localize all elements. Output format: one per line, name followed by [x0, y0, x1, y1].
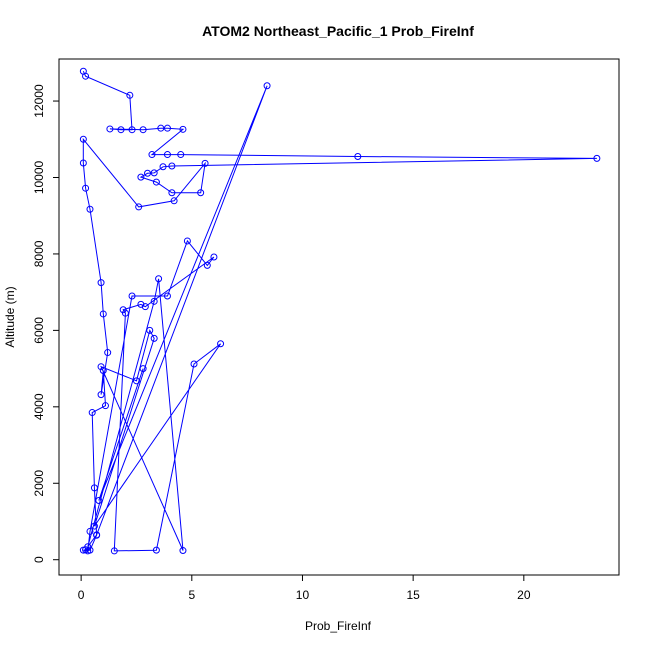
x-tick-label: 10	[296, 588, 310, 602]
data-point	[179, 125, 187, 133]
data-point	[88, 409, 96, 417]
data-point	[150, 169, 158, 177]
data-point	[110, 547, 118, 555]
data-point	[128, 126, 136, 134]
data-point	[152, 178, 160, 186]
y-axis-label: Altitude (m)	[3, 286, 17, 347]
data-point	[157, 124, 165, 132]
y-tick-label: 12000	[32, 84, 46, 118]
data-point	[132, 377, 140, 385]
data-point	[86, 205, 94, 213]
data-point	[97, 363, 105, 371]
data-point	[183, 237, 191, 245]
data-point	[106, 125, 114, 133]
y-axis: 0 2000 4000 6000 8000 10000 12000	[32, 84, 60, 563]
data-point	[135, 203, 143, 211]
data-series	[79, 67, 601, 555]
data-point	[86, 527, 94, 535]
x-tick-label: 15	[406, 588, 420, 602]
data-point	[90, 484, 98, 492]
x-tick-label: 20	[517, 588, 531, 602]
data-point	[203, 261, 211, 269]
data-point	[217, 340, 225, 348]
data-point	[210, 253, 218, 261]
data-point	[137, 173, 145, 181]
data-point	[144, 169, 152, 177]
data-point	[97, 279, 105, 287]
data-point	[159, 163, 167, 171]
data-point	[93, 531, 101, 539]
data-point	[148, 151, 156, 159]
y-tick-label: 8000	[32, 240, 46, 267]
data-point	[146, 326, 154, 334]
y-tick-label: 0	[32, 556, 46, 563]
data-point	[95, 496, 103, 504]
data-point	[152, 546, 160, 554]
data-point	[163, 124, 171, 132]
data-point	[104, 349, 112, 357]
data-point	[79, 546, 87, 554]
data-point	[82, 72, 90, 80]
x-axis: 0 5 10 15 20	[78, 574, 531, 602]
data-point	[139, 126, 147, 134]
data-point	[101, 402, 109, 410]
data-point	[99, 310, 107, 318]
data-point	[177, 151, 185, 159]
data-point	[163, 292, 171, 300]
y-tick-label: 2000	[32, 470, 46, 497]
data-point	[126, 91, 134, 99]
data-point	[82, 184, 90, 192]
data-point	[79, 159, 87, 167]
data-point	[84, 543, 92, 551]
y-tick-label: 4000	[32, 393, 46, 420]
y-tick-label: 6000	[32, 317, 46, 344]
data-point	[137, 300, 145, 308]
data-point	[97, 391, 105, 399]
data-point	[170, 197, 178, 205]
y-tick-label: 10000	[32, 160, 46, 194]
series-line	[82, 70, 597, 552]
data-point	[119, 306, 127, 314]
data-point	[121, 309, 129, 317]
data-point	[79, 135, 87, 143]
data-point	[150, 334, 158, 342]
data-point	[263, 82, 271, 90]
data-point	[90, 522, 98, 530]
data-point	[128, 292, 136, 300]
x-tick-label: 0	[78, 588, 85, 602]
data-point	[117, 126, 125, 134]
data-point	[179, 547, 187, 555]
data-point	[354, 152, 362, 160]
data-point	[84, 547, 92, 555]
data-point	[197, 189, 205, 197]
data-point	[139, 365, 147, 373]
data-point	[168, 162, 176, 170]
data-point	[150, 297, 158, 305]
data-point	[201, 159, 209, 167]
x-tick-label: 5	[188, 588, 195, 602]
data-point	[168, 189, 176, 197]
x-axis-label: Prob_FireInf	[305, 619, 372, 633]
data-point	[190, 360, 198, 368]
data-point	[99, 367, 107, 375]
chart-title: ATOM2 Northeast_Pacific_1 Prob_FireInf	[202, 23, 474, 39]
data-point	[163, 151, 171, 159]
data-point	[593, 154, 601, 162]
data-point	[155, 275, 163, 283]
